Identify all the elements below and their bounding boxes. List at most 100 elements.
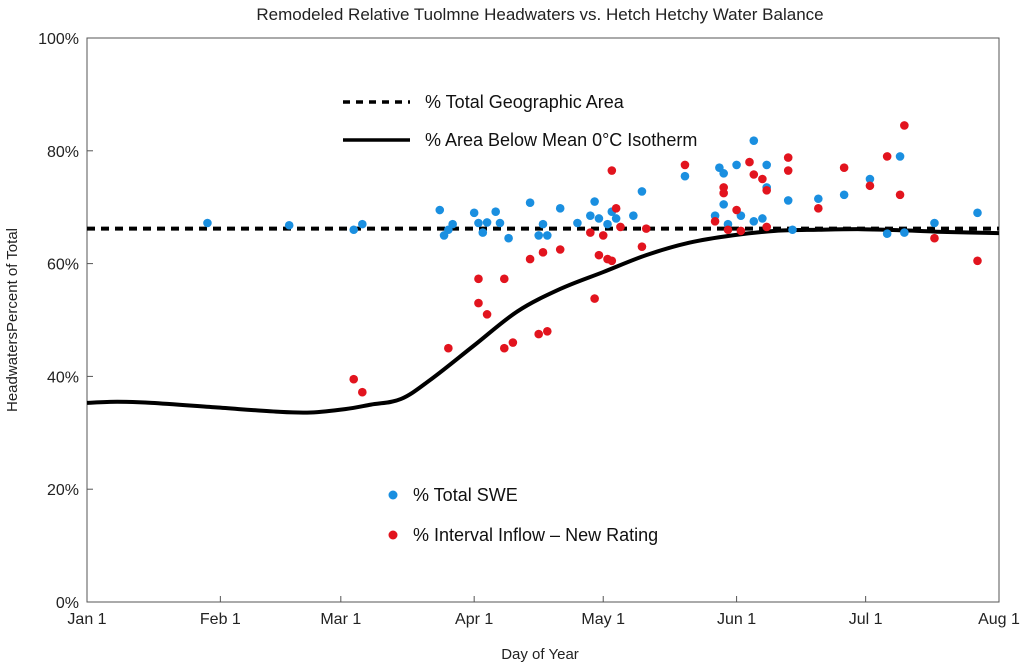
swe-point bbox=[594, 214, 604, 223]
inflow-point bbox=[543, 326, 552, 336]
inflow-point bbox=[900, 121, 909, 130]
swe-point bbox=[758, 214, 767, 223]
swe-point bbox=[882, 229, 892, 239]
legend-marker-inflow bbox=[388, 530, 398, 540]
y-axis: 0% 20% 40% 60% 80% 100% bbox=[38, 31, 93, 612]
inflow-point bbox=[637, 242, 647, 251]
inflow-point bbox=[783, 153, 793, 162]
inflow-point bbox=[895, 190, 905, 200]
swe-point bbox=[637, 187, 647, 196]
swe-point bbox=[284, 220, 294, 230]
inflow-point bbox=[594, 250, 604, 260]
x-tick-label: Jun 1 bbox=[717, 611, 756, 628]
swe-point bbox=[749, 217, 759, 226]
inflow-point bbox=[482, 310, 492, 319]
swe-point bbox=[543, 231, 552, 240]
y-tick-label: 20% bbox=[47, 482, 79, 499]
swe-point bbox=[586, 211, 595, 220]
inflow-point bbox=[525, 254, 535, 264]
legend-label-geographic-area: % Total Geographic Area bbox=[425, 92, 625, 112]
inflow-point bbox=[349, 374, 359, 384]
swe-point bbox=[590, 197, 599, 206]
legend-lines: % Total Geographic Area % Area Below Mea… bbox=[343, 92, 697, 150]
x-tick-label: May 1 bbox=[581, 611, 625, 628]
x-axis: Jan 1 Feb 1 Mar 1 Apr 1 May 1 Jun 1 Jul 1 Aug 1 bbox=[67, 596, 1020, 628]
swe-point bbox=[555, 204, 565, 213]
y-tick-label: 60% bbox=[47, 257, 79, 274]
inflow-point bbox=[930, 233, 939, 243]
inflow-point bbox=[865, 181, 875, 191]
inflow-point bbox=[762, 185, 771, 195]
legend-label-swe: % Total SWE bbox=[413, 485, 518, 505]
inflow-point bbox=[749, 170, 759, 179]
x-tick-label: Jan 1 bbox=[67, 611, 106, 628]
swe-point bbox=[719, 169, 728, 178]
swe-point bbox=[349, 225, 359, 235]
inflow-point bbox=[586, 228, 595, 237]
inflow-point bbox=[590, 294, 599, 303]
swe-point bbox=[495, 218, 505, 228]
inflow-point bbox=[719, 183, 728, 192]
inflow-point bbox=[732, 205, 741, 215]
swe-point bbox=[895, 152, 905, 161]
swe-point bbox=[900, 228, 909, 237]
inflow-point bbox=[598, 231, 608, 240]
inflow-point bbox=[758, 174, 767, 184]
swe-point bbox=[762, 160, 771, 170]
inflow-point bbox=[534, 329, 543, 339]
y-tick-label: 40% bbox=[47, 369, 79, 386]
inflow-point bbox=[710, 217, 720, 226]
inflow-point bbox=[680, 160, 690, 170]
inflow-point bbox=[723, 225, 733, 235]
x-tick-label: Feb 1 bbox=[200, 611, 241, 628]
swe-point bbox=[930, 218, 939, 228]
swe-point bbox=[482, 218, 492, 227]
swe-point bbox=[478, 228, 488, 237]
inflow-point bbox=[555, 245, 565, 254]
inflow-point bbox=[611, 204, 621, 213]
inflow-point bbox=[474, 274, 483, 284]
chart-title: Remodeled Relative Tuolmne Headwaters vs… bbox=[256, 5, 823, 24]
swe-point bbox=[203, 218, 212, 228]
series-points bbox=[203, 121, 982, 397]
inflow-point bbox=[444, 343, 453, 353]
inflow-point bbox=[358, 387, 367, 397]
swe-point bbox=[839, 190, 849, 200]
swe-point bbox=[611, 214, 621, 223]
swe-point bbox=[732, 160, 741, 170]
legend-points: % Total SWE % Interval Inflow – New Rati… bbox=[388, 485, 658, 545]
legend-label-isotherm: % Area Below Mean 0°C Isotherm bbox=[425, 130, 697, 150]
isotherm-line bbox=[86, 227, 1000, 415]
inflow-point bbox=[499, 274, 509, 284]
swe-point bbox=[783, 196, 793, 205]
inflow-point bbox=[607, 166, 617, 175]
inflow-point bbox=[616, 222, 625, 232]
swe-point bbox=[680, 171, 690, 181]
inflow-point bbox=[499, 343, 509, 353]
x-tick-label: Mar 1 bbox=[320, 611, 361, 628]
swe-point bbox=[865, 174, 875, 184]
inflow-point bbox=[839, 163, 849, 173]
swe-point bbox=[448, 219, 457, 229]
x-axis-label: Day of Year bbox=[501, 646, 579, 663]
legend-marker-swe bbox=[388, 490, 398, 500]
plot-area bbox=[86, 37, 1000, 603]
inflow-point bbox=[607, 256, 617, 266]
y-tick-label: 80% bbox=[47, 144, 79, 161]
y-tick-label: 0% bbox=[56, 595, 79, 612]
x-tick-label: Jul 1 bbox=[849, 611, 883, 628]
swe-point bbox=[491, 207, 500, 217]
inflow-point bbox=[736, 226, 746, 236]
y-tick-label: 100% bbox=[38, 31, 79, 48]
inflow-point bbox=[814, 204, 823, 213]
x-tick-label: Apr 1 bbox=[455, 611, 493, 628]
inflow-point bbox=[973, 256, 982, 266]
swe-point bbox=[788, 225, 797, 235]
swe-point bbox=[358, 219, 367, 229]
swe-point bbox=[534, 231, 543, 240]
inflow-point bbox=[745, 157, 754, 167]
series-lines bbox=[86, 226, 1000, 415]
swe-point bbox=[973, 208, 982, 218]
swe-point bbox=[629, 211, 638, 220]
